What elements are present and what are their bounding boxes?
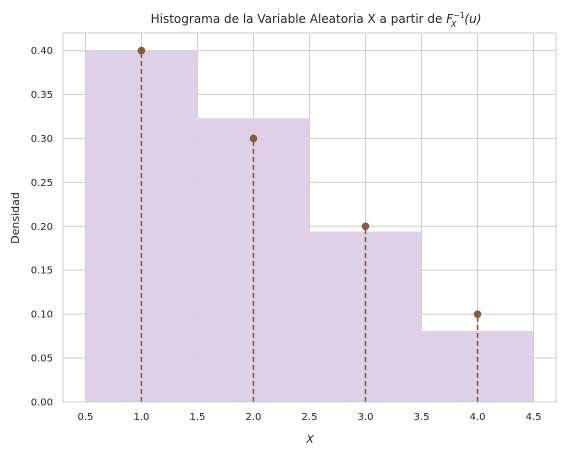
y-tick-label: 0.20 xyxy=(31,222,53,233)
x-tick-label: 2.5 xyxy=(302,412,318,423)
x-tick-label: 4.0 xyxy=(470,412,486,423)
stem-marker xyxy=(361,222,370,231)
stem-marker xyxy=(473,310,482,318)
y-tick-label: 0.10 xyxy=(31,310,53,321)
plot-frame xyxy=(62,32,557,403)
y-tick-labels: 0.00 0.05 0.10 0.15 0.20 0.25 0.30 0.35 0.40 xyxy=(31,46,53,408)
y-axis-label: Densidad xyxy=(9,192,22,244)
x-tick-label: 2.0 xyxy=(246,412,262,423)
y-tick-label: 0.15 xyxy=(31,266,53,277)
y-tick-label: 0.25 xyxy=(31,178,53,189)
stem-marker xyxy=(137,46,146,55)
chart-title: Histograma de la Variable Aleatoria X a … xyxy=(151,11,482,29)
x-axis-label: X xyxy=(305,433,314,446)
x-tick-label: 0.5 xyxy=(77,412,93,423)
x-tick-labels: 0.5 1.0 1.5 2.0 2.5 3.0 3.5 4.0 4.5 xyxy=(77,412,541,423)
y-tick-label: 0.30 xyxy=(31,134,53,145)
x-tick-label: 3.5 xyxy=(414,412,430,423)
y-tick-label: 0.00 xyxy=(31,398,53,409)
y-tick-label: 0.40 xyxy=(31,46,53,57)
y-tick-label: 0.35 xyxy=(31,90,53,101)
x-tick-label: 1.5 xyxy=(190,412,206,423)
x-tick-label: 1.0 xyxy=(133,412,149,423)
x-tick-label: 3.0 xyxy=(358,412,374,423)
y-tick-label: 0.05 xyxy=(31,354,53,365)
stem-marker xyxy=(249,134,258,143)
x-tick-label: 4.5 xyxy=(526,412,542,423)
stem-series xyxy=(137,46,482,402)
